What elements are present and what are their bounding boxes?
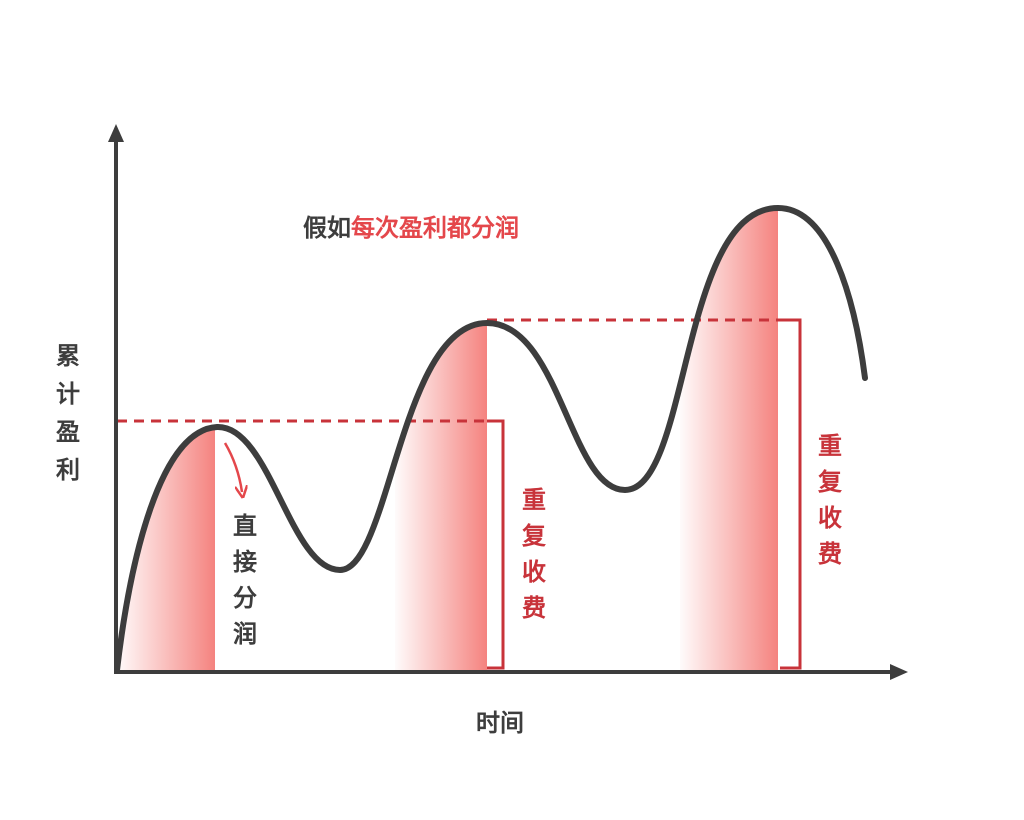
x-axis-arrow-icon (890, 664, 908, 680)
shaded-profit-region-2 (395, 208, 487, 670)
repeat-charge-label-1: 重复收费 (522, 486, 546, 622)
profit-curve (114, 204, 868, 673)
title-highlight: 每次盈利都分润 (351, 214, 519, 242)
diagram-title: 假如每次盈利都分润 (303, 208, 519, 243)
repeat-charge-label-2: 重复收费 (818, 432, 842, 568)
x-axis-label: 时间 (476, 709, 524, 737)
y-axis-arrow-icon (108, 124, 124, 142)
y-axis-label: 累计盈利 (56, 342, 80, 484)
direct-share-arrow-icon (223, 442, 242, 492)
title-prefix: 假如 (303, 214, 351, 242)
direct-share-label: 直接分润 (233, 512, 257, 648)
bracket-1 (487, 419, 505, 670)
shaded-profit-region-3 (680, 208, 778, 670)
bracket-2 (778, 318, 802, 670)
